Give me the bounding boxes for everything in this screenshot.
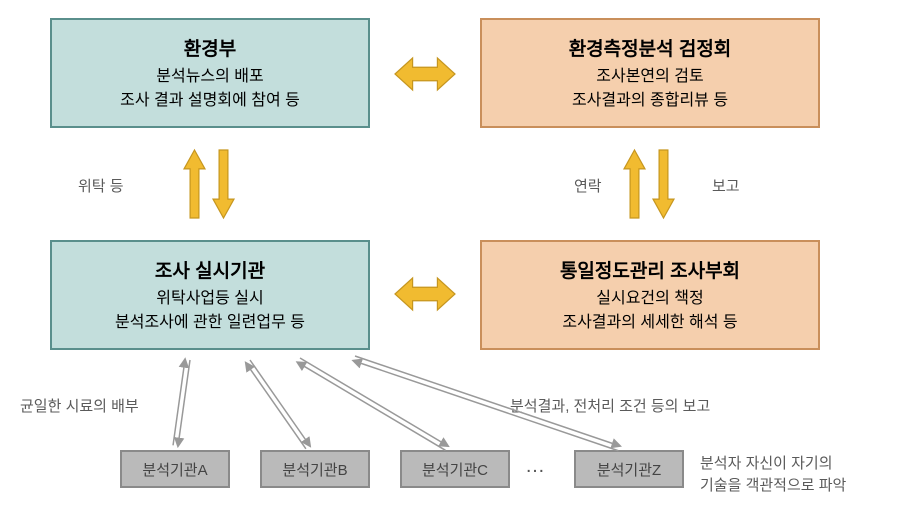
grey-arrows-layer — [0, 0, 922, 523]
